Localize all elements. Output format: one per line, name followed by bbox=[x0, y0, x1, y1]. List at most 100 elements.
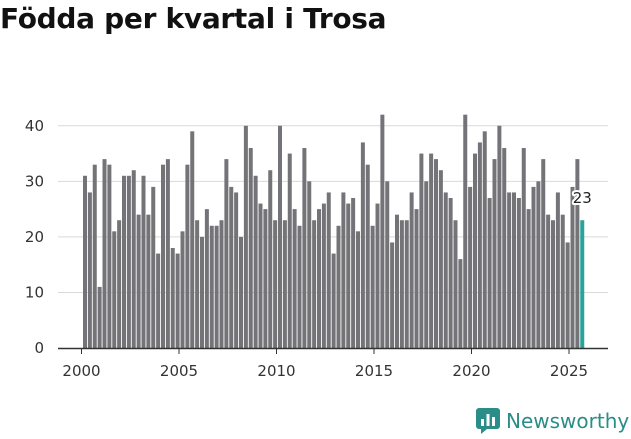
bar bbox=[97, 286, 102, 348]
bar bbox=[83, 175, 87, 348]
y-tick-label: 10 bbox=[25, 283, 44, 301]
bar bbox=[239, 236, 243, 348]
x-tick-label: 2005 bbox=[160, 362, 198, 380]
bar bbox=[356, 231, 360, 348]
bar bbox=[253, 175, 258, 348]
bar bbox=[560, 214, 565, 348]
bar bbox=[531, 186, 536, 348]
newsworthy-logo[interactable]: Newsworthy bbox=[476, 408, 629, 434]
bar bbox=[370, 225, 375, 348]
bar bbox=[477, 142, 482, 348]
bar bbox=[565, 242, 570, 348]
bar bbox=[229, 186, 234, 348]
bar bbox=[287, 153, 292, 348]
bar bbox=[424, 181, 429, 348]
bar bbox=[117, 220, 122, 348]
bar bbox=[360, 142, 365, 348]
bar bbox=[497, 125, 502, 348]
bar bbox=[551, 220, 555, 348]
bar bbox=[399, 220, 404, 348]
bar bbox=[453, 220, 458, 348]
bar bbox=[146, 214, 151, 348]
latest-value-label: 23 bbox=[573, 189, 592, 207]
bar bbox=[336, 225, 341, 348]
bar bbox=[263, 209, 268, 348]
bar bbox=[214, 225, 219, 348]
brand-name: Newsworthy bbox=[506, 409, 630, 433]
bar bbox=[156, 253, 161, 348]
x-tick-label: 2025 bbox=[550, 362, 588, 380]
bar bbox=[273, 220, 278, 348]
bar bbox=[448, 198, 453, 348]
y-tick-label: 40 bbox=[25, 117, 44, 135]
bar bbox=[434, 159, 438, 348]
bar bbox=[516, 198, 521, 348]
bar bbox=[248, 148, 253, 348]
bar bbox=[219, 220, 224, 348]
bar bbox=[234, 192, 239, 348]
bar bbox=[468, 186, 473, 348]
bar bbox=[380, 114, 385, 348]
bar bbox=[258, 203, 263, 348]
x-tick-label: 2015 bbox=[355, 362, 393, 380]
bar bbox=[570, 186, 575, 348]
bar bbox=[404, 220, 409, 348]
bar bbox=[473, 153, 477, 348]
bar bbox=[112, 231, 117, 348]
bar bbox=[575, 159, 580, 348]
bar bbox=[302, 148, 307, 348]
bar bbox=[175, 253, 180, 348]
bar bbox=[331, 253, 336, 348]
bar bbox=[195, 220, 200, 348]
bar bbox=[536, 181, 541, 348]
bar bbox=[141, 175, 146, 348]
bar bbox=[463, 114, 468, 348]
bar bbox=[278, 125, 282, 348]
bar bbox=[165, 159, 170, 348]
bar bbox=[526, 209, 531, 348]
bar bbox=[429, 153, 434, 348]
bar bbox=[326, 192, 331, 348]
bar bbox=[161, 164, 165, 348]
bar bbox=[438, 170, 443, 348]
bar bbox=[185, 164, 190, 348]
x-tick-label: 2000 bbox=[62, 362, 100, 380]
bar bbox=[204, 209, 209, 348]
bar-highlight bbox=[580, 220, 585, 348]
bars-group bbox=[83, 114, 585, 348]
y-axis: 0 10 20 30 40 bbox=[25, 117, 44, 357]
bar bbox=[209, 225, 214, 348]
bar bbox=[414, 209, 419, 348]
bar bbox=[297, 225, 302, 348]
bar bbox=[458, 259, 463, 348]
bar bbox=[443, 192, 448, 348]
y-tick-label: 30 bbox=[25, 172, 44, 190]
bar bbox=[390, 242, 395, 348]
bar bbox=[482, 131, 487, 348]
bar bbox=[190, 131, 195, 348]
bar bbox=[131, 170, 136, 348]
bar bbox=[292, 209, 297, 348]
bar bbox=[136, 214, 141, 348]
bar bbox=[180, 231, 185, 348]
bar bbox=[395, 214, 399, 348]
bar bbox=[317, 209, 321, 348]
bar bbox=[512, 192, 516, 348]
x-tick-label: 2020 bbox=[452, 362, 490, 380]
bar bbox=[200, 236, 204, 348]
bar bbox=[502, 148, 507, 348]
x-tick-label: 2010 bbox=[257, 362, 295, 380]
bar bbox=[507, 192, 512, 348]
bar bbox=[487, 198, 492, 348]
bar bbox=[102, 159, 107, 348]
bar bbox=[92, 164, 97, 348]
bar bbox=[107, 164, 112, 348]
y-tick-label: 20 bbox=[25, 228, 44, 246]
x-axis: 2000 2005 2010 2015 2020 2025 bbox=[58, 347, 608, 380]
bar bbox=[409, 192, 414, 348]
bar bbox=[170, 248, 175, 348]
bar bbox=[385, 181, 390, 348]
bar bbox=[312, 220, 317, 348]
bar bbox=[365, 164, 370, 348]
